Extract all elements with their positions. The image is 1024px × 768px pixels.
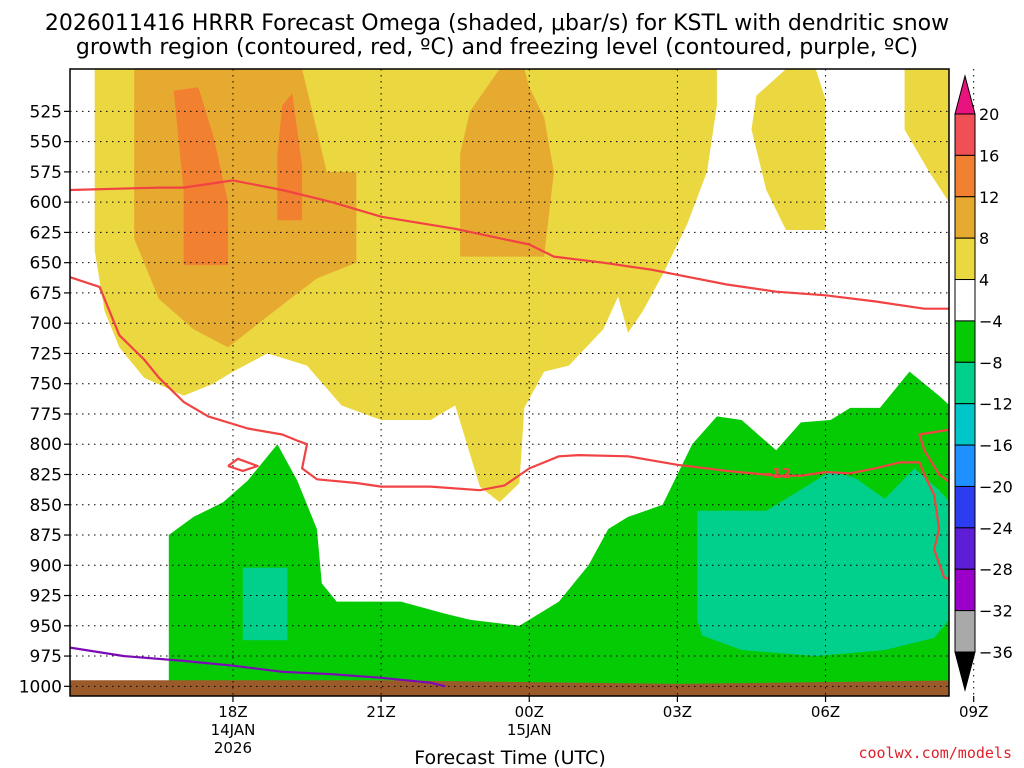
colorbar-label-3: 8 [979,229,989,248]
chart-title-line-1: 2026011416 HRRR Forecast Omega (shaded, … [45,11,949,36]
x-tick-label-0-0: 18Z [218,703,247,721]
freezing-level-contour [70,646,446,688]
y-tick-label-925: 925 [30,587,62,607]
colorbar-bottom-arrow [954,651,976,692]
omega-region-brown-ground [70,680,949,696]
omega-region-yellow-far-right [904,69,949,203]
chart-title-line-2: growth region (contoured, red, ºC) and f… [76,35,918,60]
y-tick-label-975: 975 [30,647,62,667]
colorbar-bin-8 [954,444,976,487]
omega-region-orange-left [173,87,228,266]
colorbar-label-4: 4 [979,271,989,290]
y-tick-label-900: 900 [30,556,62,576]
colorbar: 20 16 12 8 4 −4 −8 −12 −16 −20 −24 −28 −32 −36 [954,74,1013,692]
colorbar-top-arrow [954,74,976,115]
x-tick-label-15-0: 09Z [959,703,988,721]
y-tick-label-800: 800 [30,435,62,455]
colorbar-bin-5 [954,320,976,363]
colorbar-bin-3 [954,237,976,281]
x-tick-label-9-0: 03Z [663,703,692,721]
chart-title: 2026011416 HRRR Forecast Omega (shaded, … [45,11,949,60]
colorbar-bin-2 [954,196,976,239]
colorbar-label-1: 16 [979,146,999,165]
colorbar-label-5: −4 [979,312,1003,331]
y-tick-label-650: 650 [30,254,62,274]
colorbar-label-6: −8 [979,353,1003,372]
y-tick-label-675: 675 [30,284,62,304]
x-tick-label-12-0: 06Z [811,703,840,721]
colorbar-label-8: −16 [979,436,1013,455]
y-tick-label-875: 875 [30,526,62,546]
y-tick-label-525: 525 [30,102,62,122]
dendritic-contour--12C-small-loop [227,457,259,472]
colorbar-label-12: −32 [979,602,1013,621]
y-tick-label-825: 825 [30,465,62,485]
omega-region-gold-center [460,69,554,257]
y-tick-label-725: 725 [30,344,62,364]
colorbar-bin-7 [954,403,976,446]
omega-shaded-regions [70,69,949,696]
colorbar-bin-1 [954,154,976,198]
y-tick-label-550: 550 [30,133,62,153]
x-tick-label-0-1: 14JAN [211,721,256,739]
colorbar-bin-6 [954,361,976,405]
y-tick-label-600: 600 [30,193,62,213]
dendritic-contour--12C-right-loop [918,428,949,484]
dendritic-contour--12C-upper [70,179,949,310]
x-tick-label-3-0: 21Z [366,703,395,721]
omega-region-teal-right [697,468,949,657]
colorbar-bin-10 [954,527,976,570]
colorbar-bin-4 [954,279,976,322]
y-axis: 525 550 575 600 625 650 675 700 725 750 775 800 825 8… [19,102,70,697]
omega-region-orange-center [277,93,303,221]
gridlines [70,69,975,696]
colorbar-label-2: 12 [979,188,999,207]
colorbar-bin-11 [954,568,976,612]
colorbar-label-9: −20 [979,477,1013,496]
y-tick-label-850: 850 [30,496,62,516]
contour-lines: −12 [70,179,949,688]
dendritic-contour--12C-lower [70,276,949,580]
colorbar-label-7: −12 [979,395,1013,414]
colorbar-label-10: −24 [979,519,1013,538]
colorbar-bin-9 [954,485,976,529]
y-tick-label-1000: 1000 [19,677,62,697]
colorbar-bin-12 [954,610,976,653]
omega-region-teal-left [242,567,288,641]
plot-frame [69,68,950,697]
contour-label-0: −12 [762,467,791,482]
y-tick-label-700: 700 [30,314,62,334]
y-tick-label-950: 950 [30,617,62,637]
colorbar-label-13: −36 [979,643,1013,662]
omega-region-yellow-right [751,69,826,230]
colorbar-label-11: −28 [979,560,1013,579]
y-tick-label-625: 625 [30,223,62,243]
x-axis-label: Forecast Time (UTC) [414,747,605,768]
y-tick-label-575: 575 [30,163,62,183]
x-tick-label-0-2: 2026 [214,739,252,757]
colorbar-bin-0 [954,113,976,156]
credit-text: coolwx.com/models [858,744,1012,762]
colorbar-label-0: 20 [979,105,999,124]
y-tick-label-775: 775 [30,405,62,425]
x-tick-label-6-0: 00Z [515,703,544,721]
y-tick-label-750: 750 [30,375,62,395]
x-tick-label-6-1: 15JAN [507,721,552,739]
